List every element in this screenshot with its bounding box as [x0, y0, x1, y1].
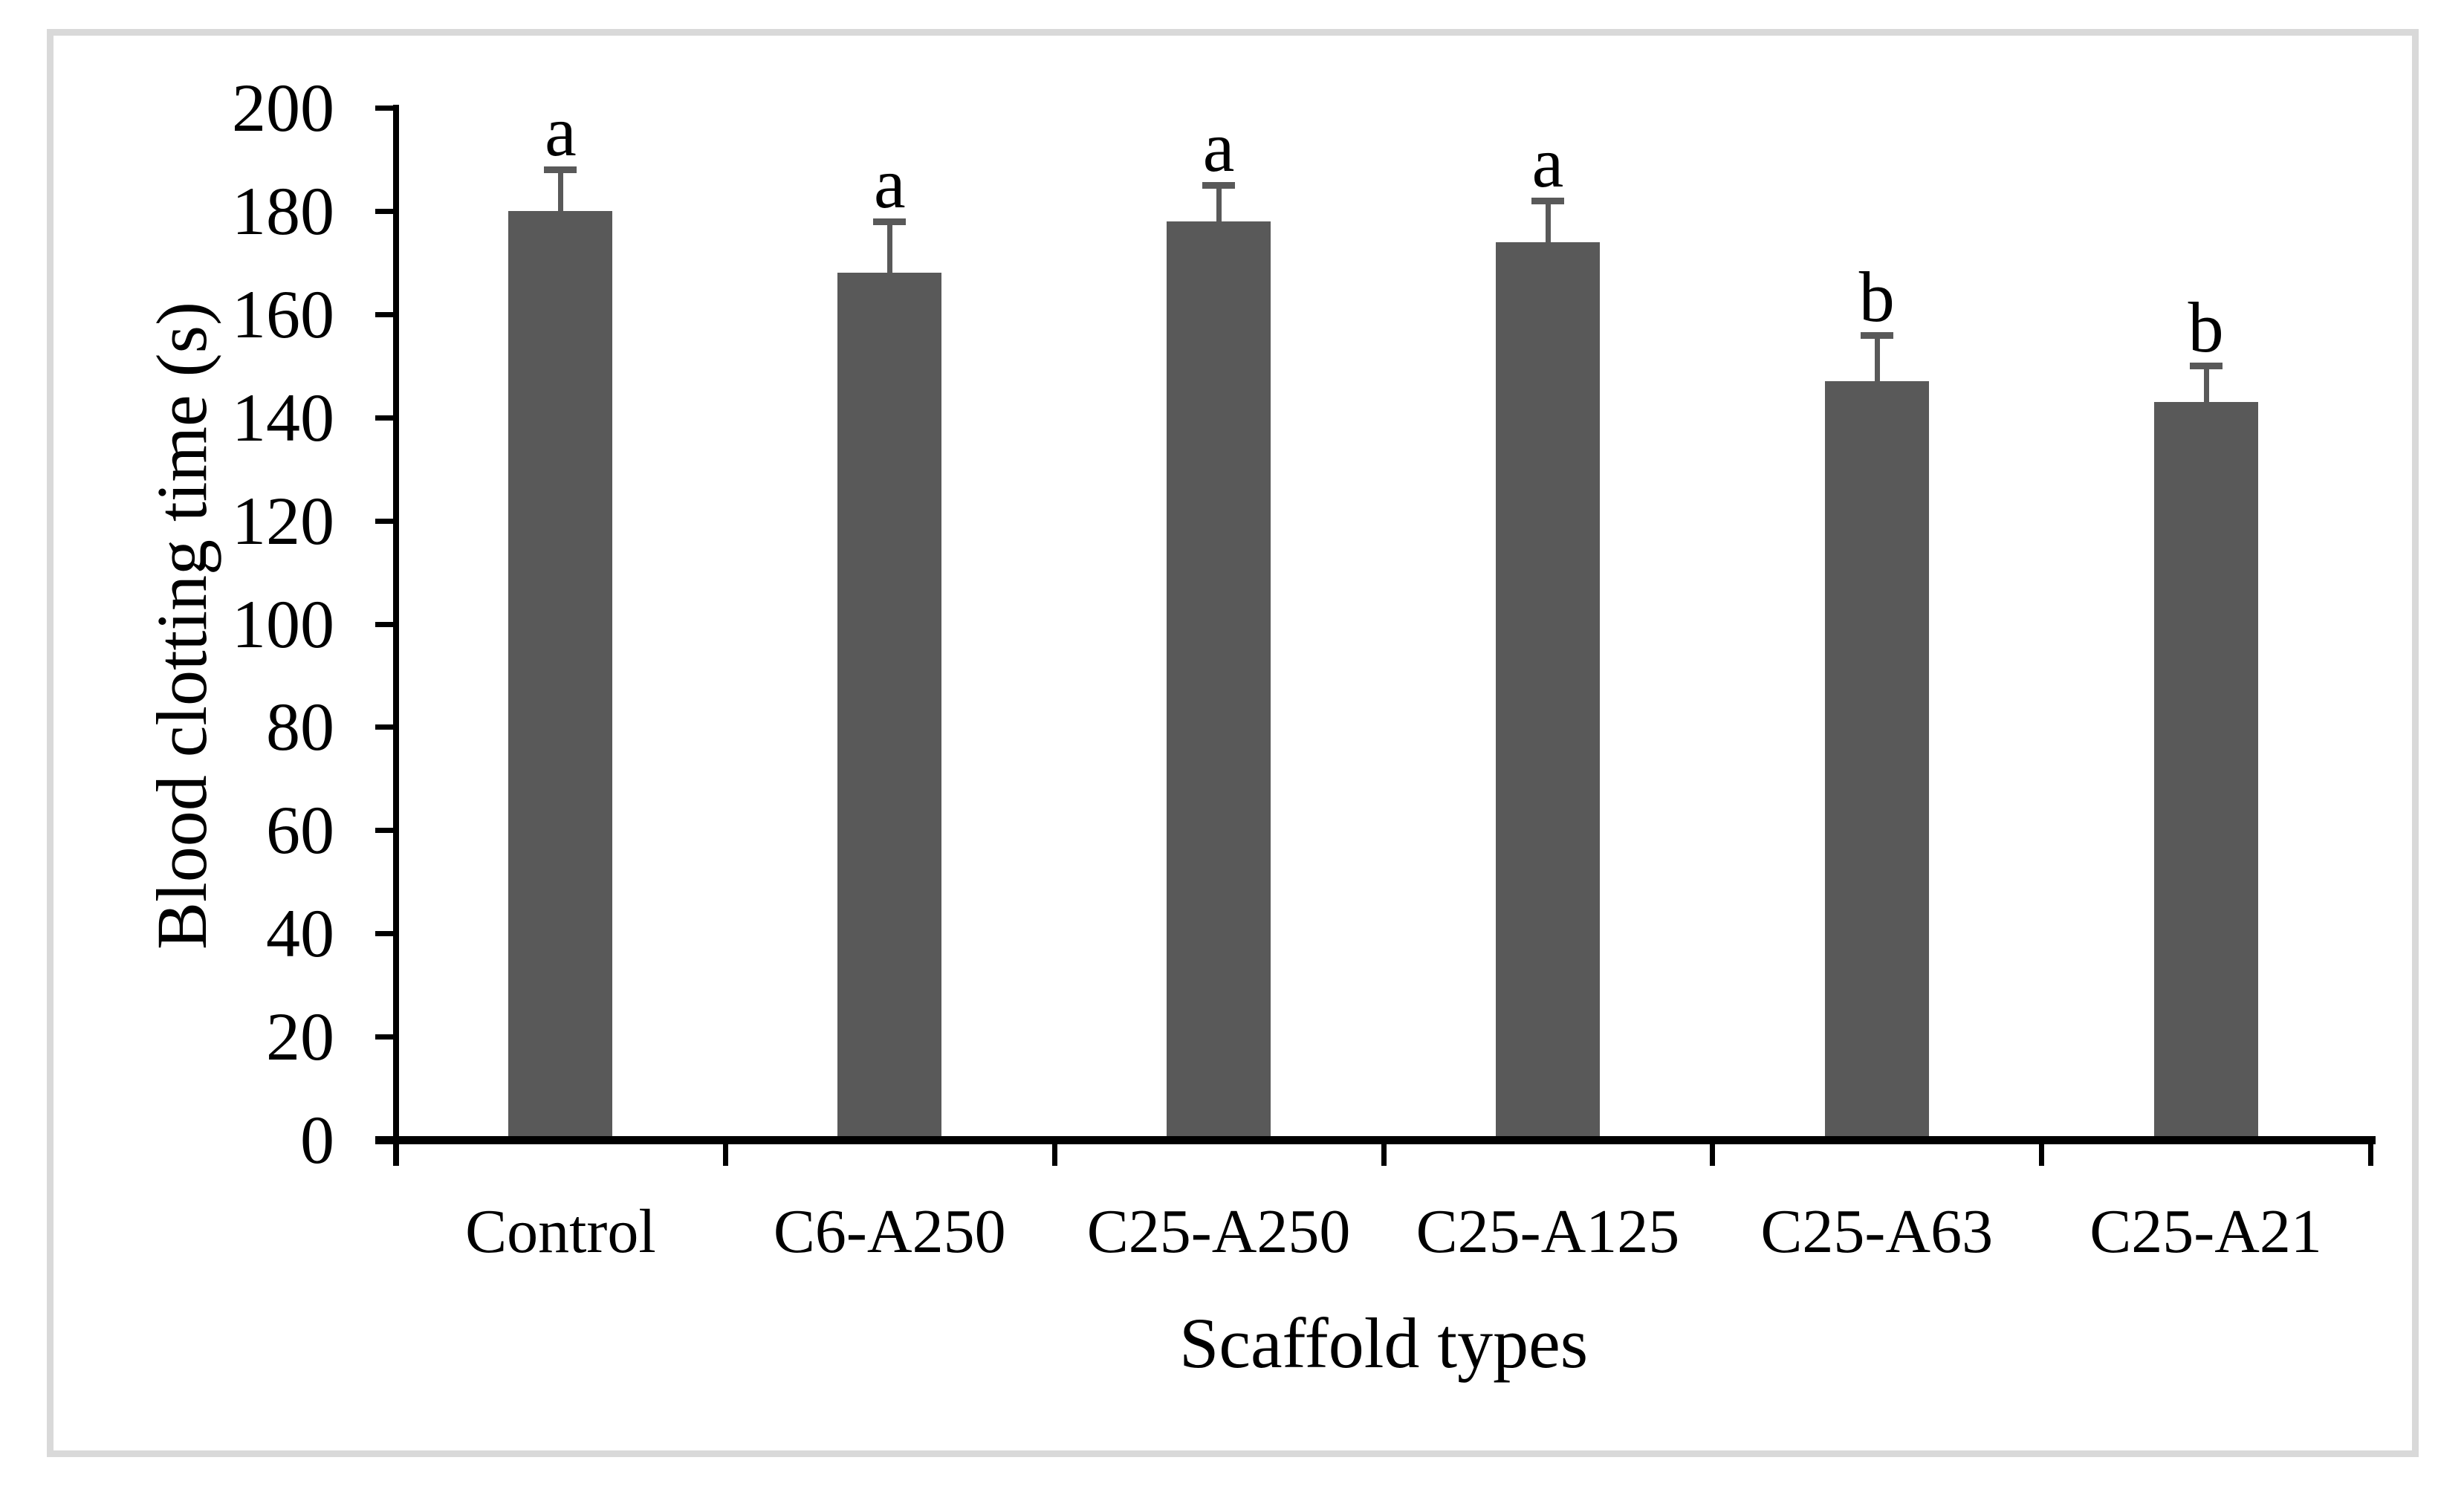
error-bar-cap [2189, 363, 2223, 370]
y-axis-tick-label: 160 [232, 276, 334, 352]
y-axis-tick [375, 1138, 396, 1143]
y-axis-tick [375, 106, 396, 111]
y-axis-tick [375, 415, 396, 421]
y-axis-tick-label: 20 [266, 999, 334, 1075]
y-axis-tick-label: 200 [232, 70, 334, 146]
y-axis-tick-label: 0 [300, 1102, 334, 1178]
error-bar-line [558, 169, 564, 211]
significance-letter: a [1531, 123, 1564, 202]
error-bar-line [2203, 366, 2209, 402]
y-axis-tick [375, 1034, 396, 1040]
error-bar-cap [544, 166, 577, 174]
bar [1824, 381, 1929, 1140]
bar [1495, 241, 1600, 1140]
error-bar-line [1545, 201, 1551, 242]
y-axis-tick [375, 931, 396, 937]
y-axis-tick-label: 80 [266, 689, 334, 765]
x-axis-tick [2368, 1144, 2373, 1166]
y-axis-tick-label: 100 [232, 586, 334, 662]
y-axis-tick [375, 621, 396, 627]
x-axis-tick [1381, 1144, 1387, 1166]
bar [508, 210, 613, 1140]
y-axis-tick [375, 311, 396, 317]
significance-letter: a [1202, 107, 1235, 187]
x-axis-line [375, 1136, 2376, 1144]
x-axis-category-label: C6-A250 [773, 1197, 1006, 1266]
error-bar-cap [1202, 182, 1236, 189]
significance-letter: a [545, 91, 577, 172]
error-bar-cap [1860, 331, 1893, 339]
error-bar-line [887, 221, 893, 273]
x-axis-tick [394, 1144, 399, 1166]
y-axis-tick-label: 140 [232, 379, 334, 455]
x-axis-category-label: C25-A125 [1416, 1197, 1680, 1266]
bar [1167, 221, 1271, 1140]
y-axis-line [393, 105, 399, 1166]
x-axis-category-label: C25-A21 [2089, 1197, 2322, 1266]
significance-letter: a [873, 143, 906, 223]
y-axis-tick-label: 120 [232, 482, 334, 559]
bar [837, 273, 942, 1140]
y-axis-tick-label: 60 [266, 792, 334, 869]
significance-letter: b [2188, 288, 2224, 368]
x-axis-tick [1051, 1144, 1057, 1166]
error-bar-cap [1531, 198, 1564, 204]
x-axis-category-label: Control [465, 1197, 656, 1266]
error-bar-cap [873, 218, 907, 225]
x-axis-category-label: C25-A250 [1086, 1197, 1351, 1266]
y-axis-tick [375, 208, 396, 214]
error-bar-line [1216, 185, 1222, 221]
y-axis-tick [375, 828, 396, 834]
error-bar-line [1874, 334, 1880, 382]
x-axis-tick [722, 1144, 728, 1166]
y-axis-tick-label: 180 [232, 172, 334, 249]
y-axis-tick [375, 724, 396, 730]
x-axis-tick [2039, 1144, 2045, 1166]
x-axis-tick [1710, 1144, 1716, 1166]
y-axis-tick-label: 40 [266, 895, 334, 972]
x-axis-title: Scaffold types [1178, 1303, 1589, 1383]
bar [2153, 401, 2258, 1140]
significance-letter: b [1858, 256, 1895, 337]
y-axis-tick [375, 518, 396, 524]
x-axis-category-label: C25-A63 [1760, 1197, 1994, 1266]
